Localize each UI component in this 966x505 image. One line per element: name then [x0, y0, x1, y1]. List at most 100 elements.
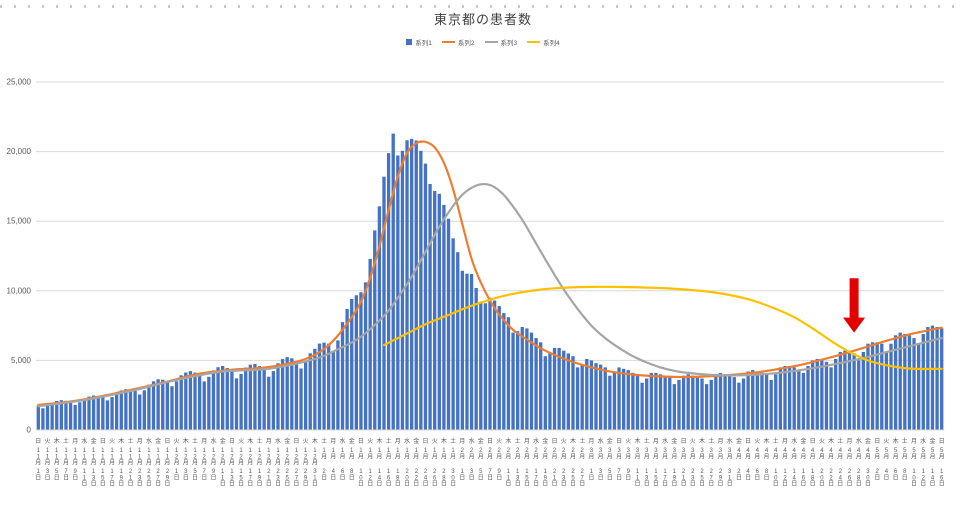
svg-text:金: 金 — [607, 437, 613, 445]
bar — [446, 218, 451, 430]
legend-item-4[interactable]: 系列4 — [527, 37, 560, 47]
bar — [234, 378, 239, 430]
svg-text:28日: 28日 — [441, 469, 447, 488]
svg-text:8日: 8日 — [763, 469, 769, 481]
bar — [216, 367, 220, 430]
svg-text:17日: 17日 — [533, 469, 539, 488]
bar — [479, 301, 483, 430]
svg-text:1月: 1月 — [330, 448, 336, 460]
svg-text:日: 日 — [35, 438, 41, 445]
bar — [940, 328, 944, 430]
svg-text:27日: 27日 — [293, 469, 299, 488]
bar — [525, 328, 529, 430]
svg-text:水: 水 — [146, 437, 152, 445]
svg-text:31日: 31日 — [727, 469, 733, 488]
svg-text:11月: 11月 — [35, 448, 41, 467]
bar — [898, 332, 902, 430]
bar — [797, 370, 801, 430]
bar — [488, 297, 492, 430]
svg-text:10日: 10日 — [358, 469, 364, 488]
svg-text:13日: 13日 — [229, 469, 235, 488]
bar — [105, 400, 110, 430]
svg-text:金: 金 — [155, 437, 161, 445]
bar — [465, 273, 469, 430]
bar — [184, 372, 188, 430]
svg-text:火: 火 — [238, 438, 244, 445]
bar — [810, 360, 815, 430]
bar — [317, 343, 322, 430]
bar — [197, 375, 202, 430]
bar — [193, 372, 197, 430]
line-series-3[interactable] — [37, 182, 943, 408]
svg-text:11月: 11月 — [81, 448, 87, 467]
svg-text:11月: 11月 — [155, 448, 161, 467]
svg-text:12月: 12月 — [183, 448, 189, 467]
svg-text:12月: 12月 — [266, 448, 272, 467]
svg-text:木: 木 — [118, 437, 124, 445]
svg-text:5月: 5月 — [874, 448, 880, 460]
svg-text:24日: 24日 — [837, 469, 843, 488]
svg-text:4月: 4月 — [846, 448, 852, 460]
bar — [262, 369, 266, 430]
svg-text:火: 火 — [819, 438, 825, 445]
svg-text:11月: 11月 — [109, 448, 115, 467]
svg-text:6日: 6日 — [893, 469, 899, 481]
legend-line-swatch — [484, 41, 498, 43]
legend-bar-swatch — [406, 39, 413, 45]
svg-text:10日: 10日 — [911, 469, 917, 488]
bar — [151, 381, 156, 430]
red-arrow-annotation[interactable] — [843, 278, 866, 333]
bar — [631, 372, 635, 430]
legend-label: 系列3 — [500, 40, 518, 47]
svg-text:3月: 3月 — [634, 448, 640, 460]
svg-text:4月: 4月 — [754, 448, 760, 460]
line-series-2[interactable] — [37, 140, 943, 406]
svg-text:木: 木 — [893, 437, 899, 445]
bar — [806, 366, 810, 430]
chart-title[interactable]: 東京都の患者数 — [433, 12, 532, 27]
legend-item-1[interactable]: 系列1 — [406, 37, 432, 47]
svg-text:5日: 5日 — [607, 469, 613, 481]
svg-text:3月: 3月 — [717, 448, 723, 460]
bar — [50, 402, 54, 430]
svg-text:火: 火 — [367, 438, 373, 445]
bar — [96, 395, 100, 430]
bar — [64, 400, 68, 430]
bar — [801, 372, 806, 430]
svg-text:14日: 14日 — [791, 469, 797, 488]
svg-text:1月: 1月 — [339, 448, 345, 460]
bar — [787, 366, 792, 430]
svg-text:月: 月 — [782, 438, 788, 445]
bar — [202, 381, 206, 430]
svg-text:1月: 1月 — [432, 448, 438, 460]
svg-text:5月: 5月 — [929, 448, 935, 460]
svg-text:4日: 4日 — [745, 469, 751, 481]
bar — [244, 367, 248, 430]
bar — [303, 362, 308, 430]
svg-text:11月: 11月 — [127, 448, 133, 467]
svg-text:月: 月 — [846, 438, 852, 445]
line-series-4[interactable] — [382, 285, 943, 371]
svg-text:水: 水 — [339, 437, 345, 445]
legend-item-2[interactable]: 系列2 — [441, 37, 475, 47]
svg-text:日: 日 — [939, 438, 945, 445]
svg-text:9日: 9日 — [496, 469, 502, 481]
bar — [340, 322, 345, 430]
svg-text:木: 木 — [54, 437, 60, 445]
bar — [174, 381, 179, 430]
svg-text:1月: 1月 — [358, 448, 364, 460]
svg-text:1月: 1月 — [321, 448, 327, 460]
svg-text:10,000: 10,000 — [7, 286, 32, 295]
svg-text:水: 水 — [210, 437, 216, 445]
bar — [492, 300, 497, 430]
svg-text:29日: 29日 — [717, 469, 723, 488]
legend-item-3[interactable]: 系列3 — [484, 37, 518, 47]
svg-text:日: 日 — [810, 438, 816, 445]
bar — [285, 357, 289, 430]
svg-text:17日: 17日 — [109, 469, 115, 488]
bar-series[interactable] — [36, 133, 944, 431]
svg-text:日: 日 — [293, 438, 299, 445]
svg-text:2月: 2月 — [505, 448, 511, 460]
bar — [691, 375, 695, 430]
